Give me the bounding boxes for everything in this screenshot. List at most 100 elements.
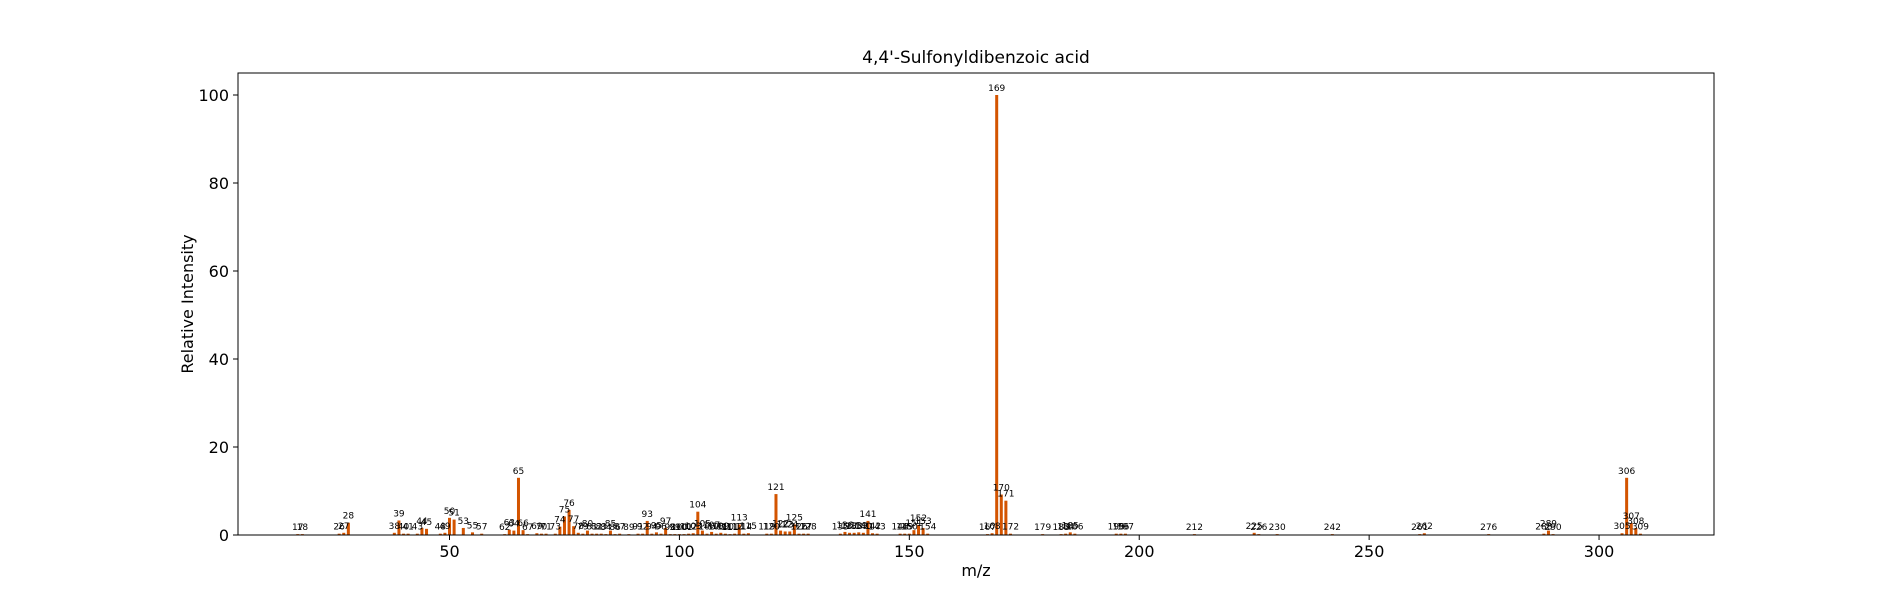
peak-label: 114 (735, 523, 752, 533)
peak-bar (917, 524, 921, 535)
peak-bar (1004, 500, 1008, 535)
peak-bar (567, 509, 571, 535)
peak-label: 120 (763, 523, 780, 533)
peak-label: 127 (795, 523, 812, 533)
peak-bar (857, 532, 861, 535)
peak-bar (1625, 477, 1629, 535)
peak-label: 45 (421, 518, 432, 528)
peak-label: 53 (458, 517, 469, 527)
peak-bar (425, 528, 429, 535)
peak-label: 196 (1112, 523, 1129, 533)
peak-label: 49 (439, 522, 451, 532)
peak-bar (1119, 533, 1123, 535)
peak-bar (903, 533, 907, 535)
peak-bar (1542, 533, 1546, 535)
peak-bar (774, 494, 778, 535)
peak-label: 184 (1057, 523, 1074, 533)
peak-bar (572, 526, 576, 535)
peak-label: 99 (669, 523, 681, 533)
peak-bar (590, 533, 594, 535)
peak-label: 125 (786, 513, 803, 523)
peak-label: 136 (836, 521, 853, 531)
peak-label: 40 (398, 523, 410, 533)
bars-layer (296, 95, 1642, 535)
peak-label: 170 (993, 484, 1010, 494)
peak-label: 63 (504, 519, 515, 529)
peak-label: 87 (614, 523, 625, 533)
peak-bar (898, 533, 902, 535)
peak-label: 137 (841, 522, 858, 532)
peak-label: 109 (712, 522, 729, 532)
peak-label: 41 (402, 523, 413, 533)
peak-label: 153 (915, 517, 932, 527)
peak-label: 69 (531, 522, 543, 532)
peak-bar (443, 532, 447, 535)
peak-label: 230 (1269, 523, 1286, 533)
peak-label: 18 (297, 523, 309, 533)
peak-label: 83 (596, 523, 607, 533)
peak-label: 150 (901, 523, 918, 533)
peak-label: 76 (563, 499, 575, 509)
y-tick-label: 20 (209, 438, 229, 457)
peak-label: 111 (721, 523, 738, 533)
peak-label: 38 (389, 522, 401, 532)
peak-bar (792, 524, 796, 535)
peak-label: 28 (343, 512, 355, 522)
peak-bar (415, 533, 419, 535)
peak-label: 39 (393, 509, 405, 519)
peak-label: 154 (919, 523, 936, 533)
peak-label: 169 (988, 84, 1005, 94)
peak-label: 123 (777, 520, 794, 530)
peak-label: 57 (476, 523, 487, 533)
peak-label: 140 (855, 522, 872, 532)
peak-bar (719, 532, 723, 535)
peak-bar (553, 533, 557, 535)
x-tick-label: 100 (664, 542, 695, 561)
peak-bar (921, 527, 925, 535)
peak-bar (871, 533, 875, 535)
peak-bar (521, 530, 525, 535)
x-tick-label: 200 (1124, 542, 1155, 561)
x-tick-label: 50 (439, 542, 459, 561)
peak-label: 212 (1186, 523, 1203, 533)
peak-bar (402, 533, 406, 535)
peak-label: 98 (664, 523, 676, 533)
peak-label: 84 (600, 523, 612, 533)
peak-bar (420, 527, 424, 535)
peak-label: 77 (568, 515, 579, 525)
peak-bar (875, 533, 879, 535)
peak-bar (995, 95, 999, 535)
peak-bar (576, 532, 580, 535)
peak-label: 185 (1062, 521, 1079, 531)
peak-label: 104 (689, 501, 706, 511)
peak-label: 93 (642, 510, 653, 520)
peak-label: 186 (1066, 523, 1083, 533)
peak-bar (802, 533, 806, 535)
peak-label: 289 (1540, 520, 1557, 530)
peak-label: 105 (694, 520, 711, 530)
peak-bar (346, 522, 350, 535)
peak-label: 55 (467, 521, 478, 531)
peak-label: 126 (790, 523, 807, 533)
peak-bar (783, 531, 787, 535)
peak-bar (539, 533, 543, 535)
peak-label: 75 (559, 506, 570, 516)
peak-label: 128 (800, 523, 817, 533)
peak-bar (438, 533, 442, 535)
peak-label: 151 (905, 519, 922, 529)
peak-label: 115 (740, 522, 757, 532)
peak-bar (461, 527, 465, 535)
peak-bar (337, 533, 341, 535)
peak-label: 95 (651, 521, 662, 531)
peak-bar (507, 529, 511, 535)
peak-bar (765, 533, 769, 535)
peak-bar (1634, 527, 1638, 535)
peak-label: 242 (1324, 523, 1341, 533)
peak-bar (700, 530, 704, 535)
peak-bar (659, 533, 663, 535)
peak-label: 73 (550, 523, 561, 533)
peak-label: 167 (979, 523, 996, 533)
peak-label: 62 (499, 523, 510, 533)
peak-label: 64 (508, 520, 520, 530)
